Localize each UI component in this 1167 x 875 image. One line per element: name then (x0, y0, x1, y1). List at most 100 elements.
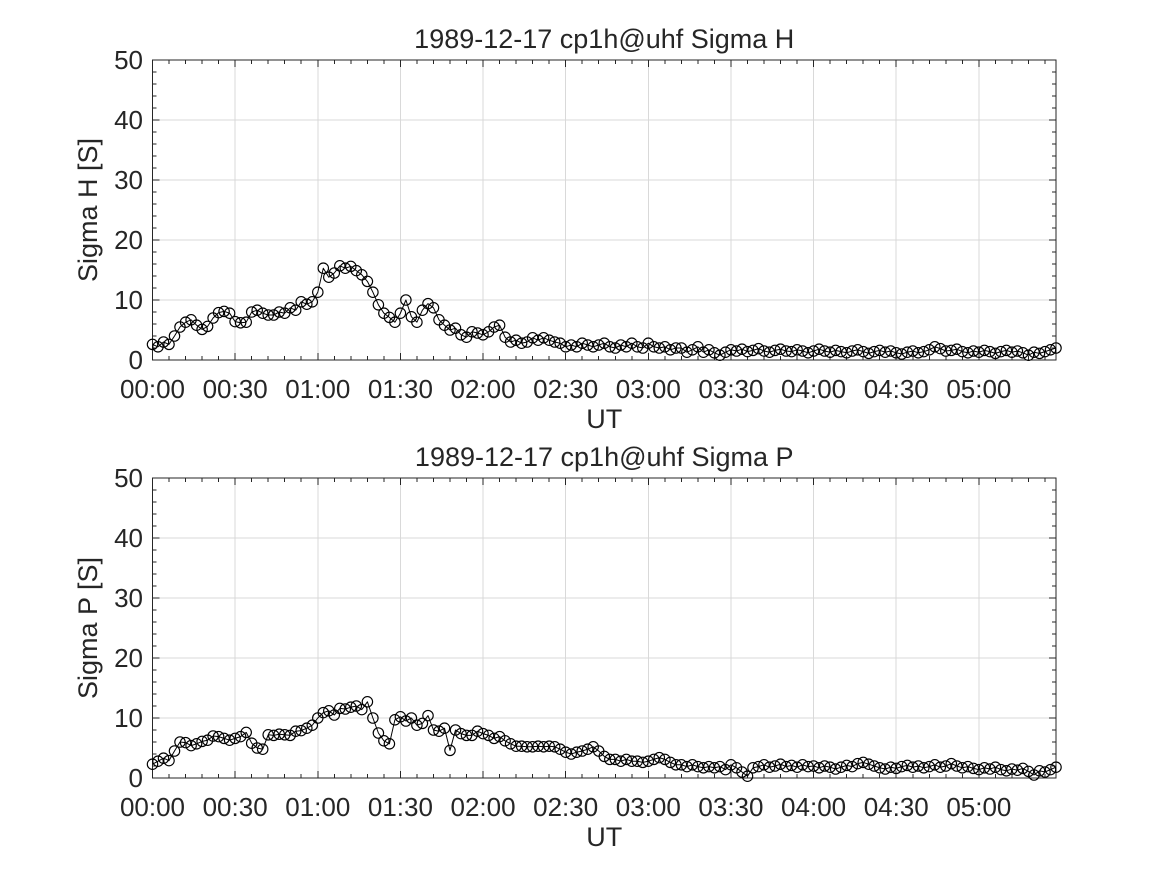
data-point-marker (995, 345, 1007, 358)
data-point-marker (929, 759, 941, 771)
data-point-marker (400, 294, 412, 306)
data-point-marker (973, 346, 985, 358)
data-point-marker (229, 315, 241, 328)
data-point-marker (895, 348, 908, 360)
data-point-marker (339, 703, 352, 715)
data-point-marker (411, 719, 423, 731)
data-point-marker (394, 307, 407, 319)
data-point-marker (416, 717, 429, 730)
data-point-marker (537, 741, 550, 753)
data-point-marker (499, 735, 511, 747)
data-point-marker (301, 722, 313, 734)
data-point-marker (152, 755, 164, 767)
data-series-markers (146, 260, 1062, 361)
axis-ticks (152, 59, 1056, 361)
x-tick-label: 00:30 (203, 792, 268, 822)
y-tick-label: 20 (114, 643, 143, 673)
data-point-marker (526, 741, 539, 753)
data-point-marker (785, 345, 798, 358)
data-point-marker (995, 763, 1007, 776)
data-point-marker (1044, 344, 1057, 356)
data-point-marker (267, 309, 280, 321)
data-point-marker (581, 743, 594, 755)
data-point-marker (548, 741, 561, 753)
data-point-marker (179, 736, 192, 749)
data-point-marker (609, 753, 622, 766)
axes-box (152, 477, 1057, 779)
data-point-marker (444, 324, 456, 336)
data-point-marker (774, 758, 787, 770)
data-point-marker (146, 758, 159, 770)
data-point-marker (884, 761, 897, 773)
data-point-marker (521, 741, 533, 753)
data-point-marker (962, 347, 974, 359)
data-point-marker (780, 760, 792, 773)
data-point-marker (807, 760, 820, 772)
data-point-marker (312, 286, 324, 298)
data-point-marker (752, 760, 765, 773)
x-tick-label: 03:30 (698, 792, 763, 822)
data-point-marker (692, 760, 704, 773)
data-point-marker (907, 345, 919, 357)
data-point-marker (785, 759, 798, 772)
data-point-marker (460, 729, 473, 742)
data-point-marker (201, 320, 214, 333)
data-point-marker (796, 759, 809, 771)
y-tick-label: 30 (114, 583, 143, 613)
data-point-marker (471, 327, 484, 339)
y-tick-label: 40 (114, 523, 143, 553)
x-tick-label: 01:00 (285, 374, 350, 404)
data-point-marker (1006, 763, 1018, 775)
y-tick-label: 0 (129, 763, 143, 793)
data-point-marker (515, 337, 528, 349)
data-point-marker (251, 304, 263, 316)
data-point-marker (907, 761, 919, 773)
data-point-marker (774, 343, 787, 355)
data-point-marker (818, 760, 831, 772)
data-point-marker (190, 738, 203, 750)
data-point-marker (962, 760, 974, 773)
x-tick-label: 04:00 (781, 792, 846, 822)
data-point-marker (840, 347, 853, 359)
data-point-marker (967, 345, 980, 357)
data-point-marker (455, 329, 467, 341)
data-point-marker (488, 732, 500, 745)
data-point-marker (515, 740, 528, 752)
data-point-marker (1039, 345, 1051, 358)
data-point-marker (1006, 346, 1018, 358)
data-point-marker (493, 319, 506, 331)
data-point-marker (824, 346, 836, 358)
data-point-marker (218, 732, 230, 745)
data-point-marker (212, 730, 225, 743)
x-tick-label: 04:30 (864, 792, 929, 822)
data-point-marker (664, 344, 677, 356)
x-tick-label: 00:00 (120, 374, 185, 404)
x-axis-label: UT (586, 404, 622, 434)
data-point-marker (1000, 344, 1013, 357)
data-point-marker (284, 302, 296, 314)
data-point-marker (245, 306, 258, 318)
data-point-marker (945, 757, 958, 770)
data-point-marker (984, 345, 996, 358)
data-point-marker (427, 302, 440, 314)
data-point-marker (802, 760, 814, 773)
chart-title: 1989-12-17 cp1h@uhf Sigma H (414, 24, 794, 54)
data-point-marker (868, 345, 880, 358)
data-point-marker (890, 347, 902, 359)
data-point-marker (670, 342, 682, 354)
data-point-marker (1050, 342, 1062, 354)
data-point-marker (289, 725, 302, 737)
data-point-marker (846, 345, 858, 357)
data-point-marker (565, 339, 577, 351)
data-point-marker (857, 756, 869, 769)
data-point-marker (973, 763, 985, 776)
data-point-marker (504, 738, 517, 750)
data-point-marker (824, 761, 836, 773)
x-tick-label: 00:00 (120, 792, 185, 822)
data-point-marker (306, 296, 319, 308)
data-point-marker (752, 342, 765, 355)
data-point-marker (736, 343, 748, 355)
axes-box (152, 59, 1057, 361)
data-point-marker (956, 345, 969, 358)
